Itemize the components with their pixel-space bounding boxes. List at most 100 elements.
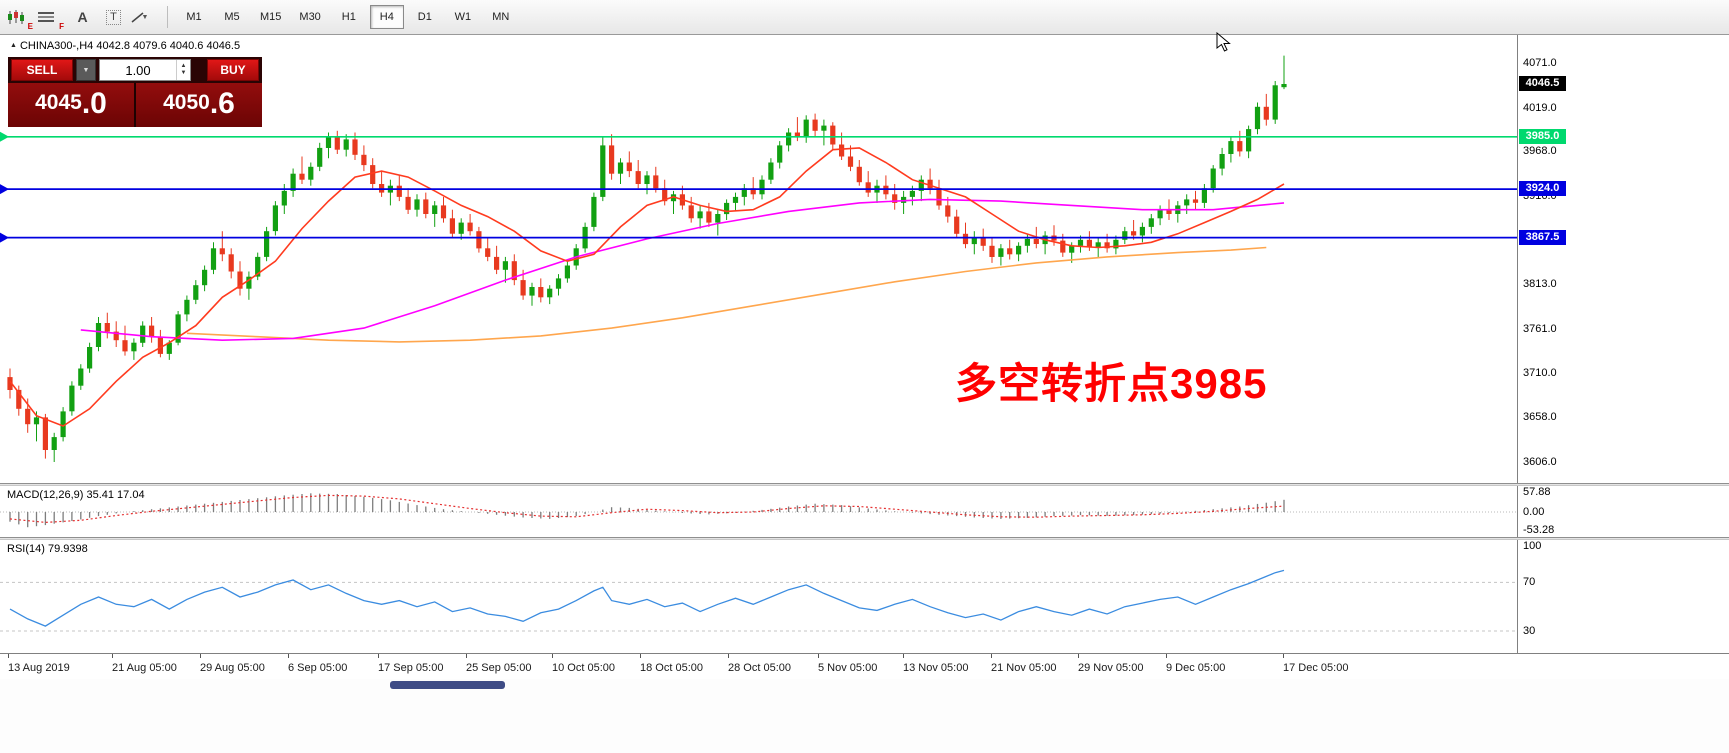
chevron-down-icon: ▼ <box>82 66 90 74</box>
timeframe-MN[interactable]: MN <box>492 11 510 23</box>
candle-body <box>290 173 296 191</box>
candle-body <box>547 288 553 298</box>
candle-body <box>95 323 102 347</box>
date-axis-tick <box>288 654 289 658</box>
sell-price-display[interactable]: 4045.0 <box>8 83 136 127</box>
text-annotation-icon[interactable]: A <box>68 4 97 31</box>
macd-axis-label: -53.28 <box>1523 524 1555 537</box>
buy-price-display[interactable]: 4050.6 <box>136 83 262 127</box>
timeframe-M1[interactable]: M1 <box>186 11 202 23</box>
letter-a-glyph: A <box>77 9 88 25</box>
icon-badge: E <box>27 21 33 31</box>
candle-body <box>777 145 783 163</box>
candle-body <box>42 417 48 450</box>
trendline-glyph <box>131 11 144 23</box>
candle-body <box>1113 239 1119 249</box>
price-axis-tick: 4071.0 <box>1523 57 1557 69</box>
main-chart-canvas[interactable] <box>0 35 1517 483</box>
candle-body <box>786 132 792 146</box>
rsi-indicator-label: RSI(14) 79.9398 <box>7 543 88 555</box>
price-axis-tick: 4019.0 <box>1523 101 1557 114</box>
chart-type-icon[interactable]: E <box>6 4 35 31</box>
toolbar-separator <box>167 6 168 28</box>
date-axis-label: 6 Sep 05:00 <box>288 662 348 674</box>
candle-body <box>1122 231 1128 240</box>
chart-text-annotation: 多空转折点3985 <box>955 360 1268 407</box>
indicator-list-icon[interactable]: F <box>37 4 66 31</box>
volume-spinner[interactable]: ▲ ▼ <box>176 60 190 80</box>
timeframe-D1[interactable]: D1 <box>417 11 432 23</box>
candle-body <box>511 261 517 281</box>
candle-body <box>69 385 75 412</box>
date-axis-label: 29 Nov 05:00 <box>1078 662 1144 674</box>
date-axis-label: 17 Dec 05:00 <box>1283 662 1349 674</box>
candle-body <box>299 173 305 180</box>
candle-body <box>1272 85 1278 120</box>
date-axis-label: 17 Sep 05:00 <box>378 662 444 674</box>
time-axis: 13 Aug 2019 21 Aug 05:00 29 Aug 05:00 6 Sep… <box>0 653 1729 679</box>
candle-body <box>272 205 278 232</box>
candle-body <box>626 162 632 172</box>
rsi-axis-label: 30 <box>1523 625 1536 637</box>
candle-body <box>927 179 933 189</box>
drawing-tool-icon[interactable]: ▼ <box>130 4 159 31</box>
candle-body <box>839 144 845 157</box>
trade-panel-controls: SELL ▼ 1.00 ▲ ▼ BUY <box>8 57 262 83</box>
candle-body <box>405 196 411 210</box>
chevron-down-icon: ▼ <box>141 13 149 21</box>
candle-body <box>609 145 615 174</box>
candle-body <box>971 237 977 245</box>
candle-body <box>1033 238 1039 244</box>
date-axis-tick <box>991 654 992 658</box>
timeframe-M30[interactable]: M30 <box>299 11 321 23</box>
candle-body <box>697 211 703 219</box>
timeframe-H1[interactable]: H1 <box>341 11 356 23</box>
rsi-panel-canvas[interactable] <box>0 540 1517 653</box>
date-axis-label: 10 Oct 05:00 <box>552 662 615 674</box>
macd-axis-label: 0.00 <box>1523 506 1545 518</box>
candle-body <box>980 237 986 246</box>
sell-button[interactable]: SELL <box>11 59 73 81</box>
date-axis-tick <box>552 654 553 658</box>
candle-body <box>193 285 199 300</box>
candle-body <box>555 278 562 289</box>
candle-body <box>255 256 261 277</box>
candle-body <box>166 342 172 354</box>
date-axis-label: 9 Dec 05:00 <box>1166 662 1226 674</box>
candle-body <box>361 154 367 166</box>
candle-body <box>113 331 119 341</box>
date-axis-tick <box>112 654 113 658</box>
buy-button[interactable]: BUY <box>207 59 259 81</box>
candle-body <box>847 156 854 167</box>
panel-splitter[interactable] <box>0 483 1729 486</box>
candle-body <box>1148 218 1154 227</box>
candle-body <box>458 222 464 234</box>
date-axis-label: 21 Nov 05:00 <box>991 662 1057 674</box>
timeframe-H4[interactable]: H4 <box>369 5 404 29</box>
candle-body <box>87 347 93 369</box>
timeframe-M5[interactable]: M5 <box>224 11 240 23</box>
icon-badge: F <box>59 21 64 31</box>
volume-input[interactable]: 1.00 ▲ ▼ <box>99 59 191 81</box>
price-axis-tick: 3761.0 <box>1523 323 1557 335</box>
symbol-ohlc-line: ▲ CHINA300-,H4 4042.8 4079.6 4040.6 4046.… <box>10 40 240 52</box>
candle-body <box>768 162 774 180</box>
date-axis-label: 18 Oct 05:00 <box>640 662 703 674</box>
taskbar-active-item[interactable] <box>390 681 505 689</box>
candle-body <box>591 196 597 227</box>
date-axis-label: 5 Nov 05:00 <box>818 662 878 674</box>
candle-body <box>715 214 721 223</box>
panel-splitter[interactable] <box>0 537 1729 540</box>
timeframe-W1[interactable]: W1 <box>454 11 472 23</box>
volume-dropdown-button[interactable]: ▼ <box>76 59 96 81</box>
toolbar: E F A T ▼ M1 M5 M15 M30 H1 H4 D1 W1 MN <box>0 0 1729 35</box>
buy-price-frac: .6 <box>209 87 235 120</box>
timeframe-M15[interactable]: M15 <box>260 11 282 23</box>
one-click-trading-panel: SELL ▼ 1.00 ▲ ▼ BUY 4045.0 4050.6 <box>8 57 262 127</box>
candle-body <box>883 185 889 195</box>
candle-body <box>803 119 809 137</box>
date-axis-tick <box>903 654 904 658</box>
candle-body <box>794 132 800 137</box>
text-box-icon[interactable]: T <box>99 4 128 31</box>
macd-panel-canvas[interactable] <box>0 486 1517 537</box>
